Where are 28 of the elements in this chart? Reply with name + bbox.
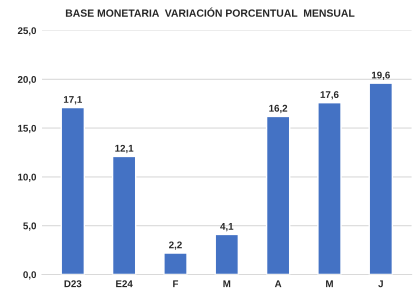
data-label: 16,2 [269, 104, 288, 114]
y-tick-label: 25,0 [18, 27, 36, 36]
x-tick-label: M [326, 280, 333, 288]
x-tick-label: E24 [116, 280, 133, 288]
x-tick-label: M [223, 280, 230, 288]
y-tick-label: 15,0 [18, 124, 36, 134]
x-tick-label: F [173, 280, 178, 288]
bar [60, 106, 86, 274]
bar [317, 102, 342, 274]
bar [163, 252, 188, 274]
data-label: 4,1 [220, 223, 234, 232]
y-tick-label: 0,0 [23, 271, 36, 280]
bar [266, 116, 290, 274]
data-label: 17,1 [64, 96, 82, 104]
bar [214, 234, 240, 274]
y-tick-label: 5,0 [23, 222, 36, 231]
x-tick-label: J [378, 280, 383, 288]
data-label: 17,6 [320, 91, 339, 100]
bar [112, 156, 136, 274]
data-label: 12,1 [115, 144, 134, 154]
x-tick-label: D23 [64, 280, 82, 288]
data-label: 2,2 [169, 241, 182, 250]
y-tick-label: 10,0 [18, 174, 36, 182]
bar [368, 82, 394, 274]
x-tick-label: A [274, 280, 282, 288]
y-tick-label: 20,0 [18, 76, 36, 84]
data-label: 19,6 [372, 72, 390, 80]
chart-title: BASE MONETARIA VARIACIÓN PORCENTUAL MENSUAL [66, 7, 354, 17]
